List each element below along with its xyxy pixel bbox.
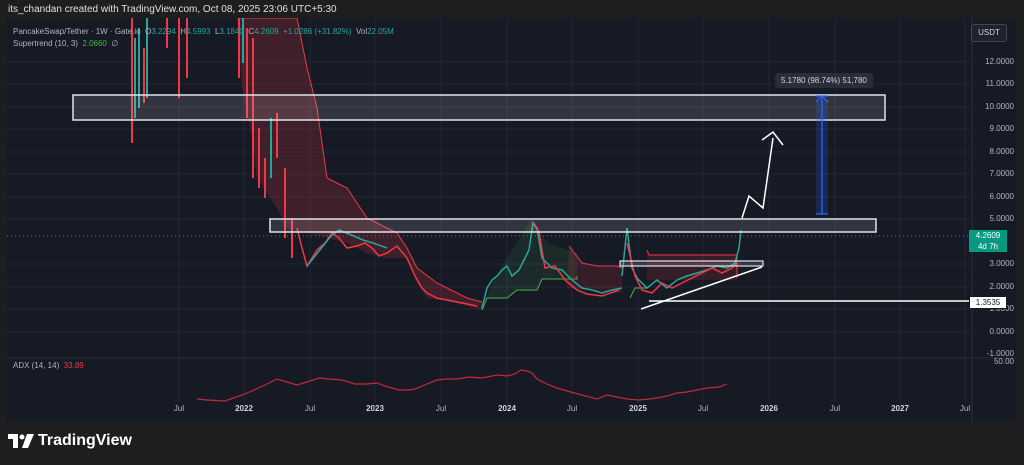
chart-credit: its_chandan created with TradingView.com… (8, 4, 337, 15)
adx-value: 33.89 (63, 361, 84, 370)
adx-legend[interactable]: ADX (14, 14) 33.89 (13, 361, 84, 370)
close-value: 4.2609 (254, 27, 279, 36)
high-value: 4.5993 (186, 27, 211, 36)
supertrend-label: Supertrend (10, 3) (13, 39, 78, 48)
currency-button[interactable]: USDT (971, 24, 1007, 42)
supertrend-value: 2.0660 (82, 39, 107, 48)
chart-canvas[interactable] (7, 18, 1016, 422)
measure-label: 5.1780 (98.74%) 51,780 (775, 73, 873, 88)
symbol-row[interactable]: PancakeSwap/Tether · 1W · Gate.io O3.229… (13, 27, 394, 36)
adx-axis-label: 50.00 (993, 357, 1014, 366)
volume-value: 22.05M (367, 27, 394, 36)
hidden-icon[interactable]: ∅ (111, 39, 119, 48)
tradingview-logo-icon (8, 434, 34, 448)
supertrend-row[interactable]: Supertrend (10, 3) 2.0660 ∅ (13, 38, 394, 50)
symbol-title: PancakeSwap/Tether · 1W · Gate.io (13, 27, 141, 36)
price-axis[interactable]: 12.0000 11.0000 10.0000 9.0000 8.0000 7.… (972, 18, 1016, 422)
change-value: +1.0286 (+31.82%) (283, 27, 352, 36)
time-axis[interactable]: Jul 2022 Jul 2023 Jul 2024 Jul 2025 Jul … (173, 404, 971, 413)
low-value: 3.1840 (219, 27, 244, 36)
support-level-tag: 1.3535 (969, 296, 1007, 309)
chart-legend: PancakeSwap/Tether · 1W · Gate.io O3.229… (13, 26, 394, 50)
tradingview-branding[interactable]: TradingView (8, 432, 132, 450)
last-price-tag: 4.2609 4d 7h (969, 230, 1007, 252)
tradingview-wordmark: TradingView (38, 432, 132, 449)
open-value: 3.2294 (151, 27, 176, 36)
adx-label: ADX (14, 14) (13, 361, 60, 370)
chart-panel[interactable]: PancakeSwap/Tether · 1W · Gate.io O3.229… (7, 18, 1016, 422)
